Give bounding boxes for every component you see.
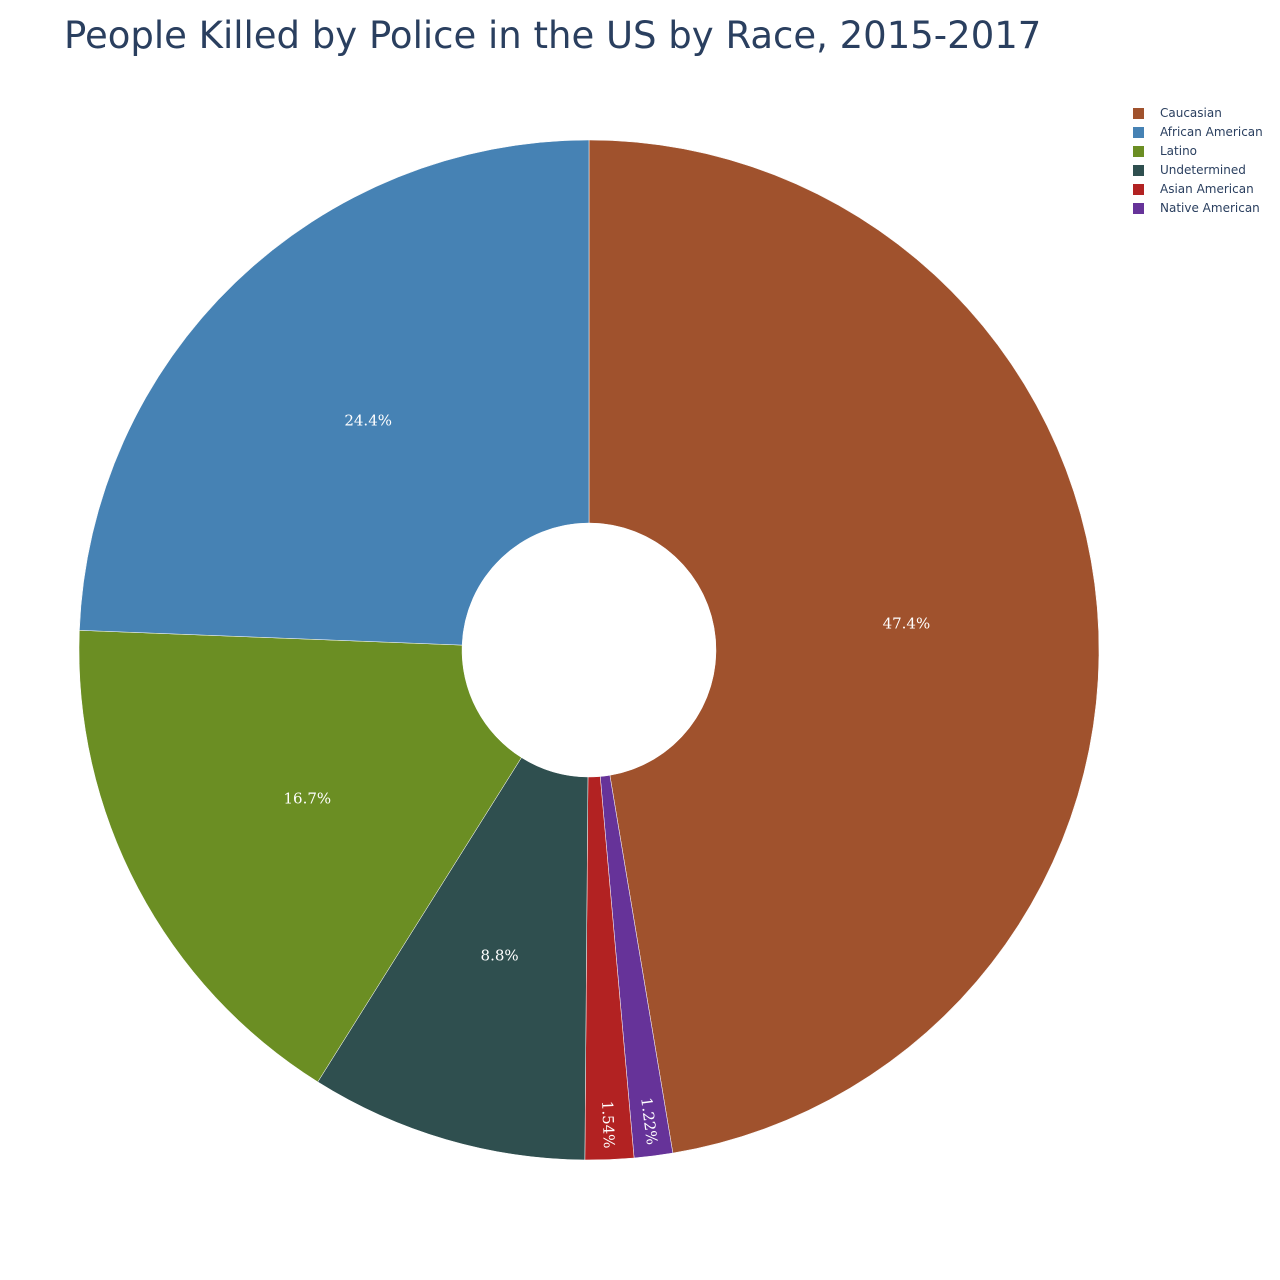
slice-label-asian-american: 1.54%	[598, 1100, 618, 1148]
chart-title: People Killed by Police in the US by Rac…	[64, 14, 1042, 57]
legend-item-caucasian[interactable]: Caucasian	[1133, 106, 1263, 125]
legend-label: Asian American	[1160, 182, 1254, 196]
legend-label: Caucasian	[1160, 106, 1222, 120]
legend-item-asian-american[interactable]: Asian American	[1133, 182, 1263, 201]
legend-swatch	[1133, 203, 1144, 214]
slice-label-caucasian: 47.4%	[883, 615, 931, 633]
slice-label-latino: 16.7%	[284, 790, 332, 808]
slice-label-undetermined: 8.8%	[481, 947, 519, 965]
legend-label: Latino	[1160, 144, 1198, 158]
pie-slice-african-american[interactable]	[79, 139, 590, 646]
pie-slice-undetermined[interactable]	[317, 757, 589, 1161]
legend-label: African American	[1160, 125, 1263, 139]
legend-swatch	[1133, 127, 1144, 138]
slice-label-african-american: 24.4%	[344, 411, 392, 429]
legend-swatch	[1133, 146, 1144, 157]
legend-item-native-american[interactable]: Native American	[1133, 201, 1263, 220]
legend-item-african-american[interactable]: African American	[1133, 125, 1263, 144]
legend-label: Native American	[1160, 201, 1260, 215]
legend: Caucasian African American Latino Undetermi…	[1133, 106, 1263, 220]
legend-item-latino[interactable]: Latino	[1133, 144, 1263, 163]
pie-slice-caucasian[interactable]	[588, 139, 1100, 1154]
legend-label: Undetermined	[1160, 163, 1246, 177]
slice-label-native-american: 1.22%	[637, 1096, 661, 1146]
pie-slice-latino[interactable]	[78, 630, 522, 1083]
legend-item-undetermined[interactable]: Undetermined	[1133, 163, 1263, 182]
legend-swatch	[1133, 165, 1144, 176]
legend-swatch	[1133, 184, 1144, 195]
legend-swatch	[1133, 108, 1144, 119]
